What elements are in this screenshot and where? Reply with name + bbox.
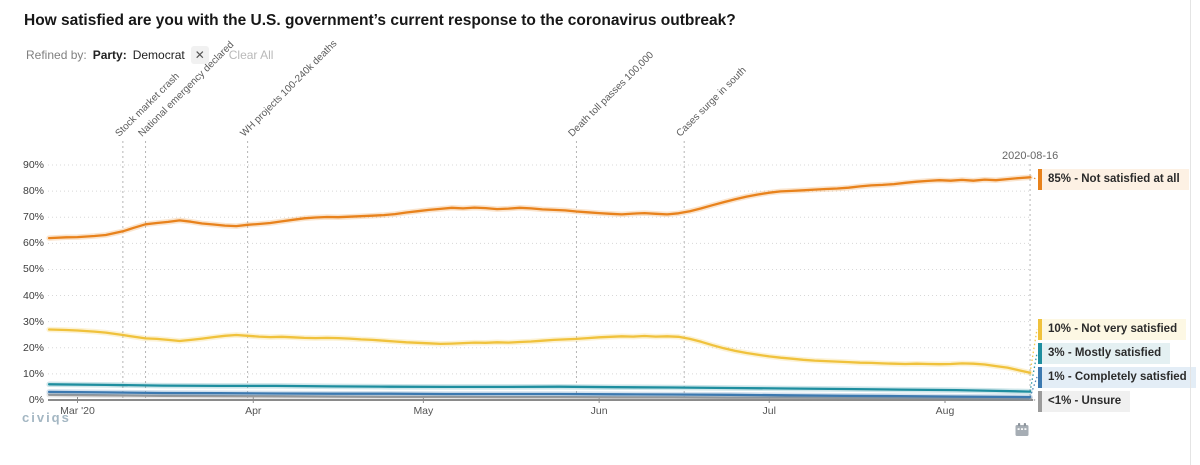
x-axis-tick: Aug: [935, 405, 955, 417]
x-axis-tick: Jul: [762, 405, 776, 417]
y-axis-tick: 60%: [22, 237, 44, 250]
page-title: How satisfied are you with the U.S. gove…: [24, 12, 736, 29]
x-axis-tick: May: [413, 405, 434, 417]
remove-filter-icon[interactable]: ✕: [190, 46, 209, 64]
clear-all-button[interactable]: Clear All: [228, 48, 274, 62]
refined-by-label: Refined by:: [26, 48, 87, 62]
filter-chip-category: Party:: [92, 48, 127, 62]
x-axis-tick: Mar '20: [60, 405, 95, 417]
x-axis-tick: Apr: [245, 405, 262, 417]
legend-chip: 10% - Not very satisfied: [1038, 319, 1187, 340]
page-edge-divider: [1190, 0, 1191, 465]
filter-chip-value: Democrat: [132, 48, 185, 62]
y-axis-tick: 70%: [22, 211, 44, 224]
calendar-icon-glyph: [1015, 423, 1029, 436]
y-axis-tick: 10%: [22, 367, 44, 380]
y-axis-tick: 20%: [22, 341, 44, 354]
y-axis-tick: 30%: [22, 315, 44, 328]
legend-chip: 1% - Completely satisfied: [1038, 367, 1196, 388]
refine-bar: Refined by: Party: Democrat ✕ Clear All: [26, 46, 273, 64]
x-axis-tick: Jun: [590, 405, 608, 417]
y-axis-tick: 0%: [28, 394, 44, 406]
y-axis-tick: 90%: [22, 159, 44, 171]
y-axis-tick: 80%: [22, 185, 44, 198]
legend-chip: <1% - Unsure: [1038, 391, 1131, 412]
filter-chip-party-democrat: Party: Democrat ✕: [93, 46, 209, 64]
y-axis-tick: 50%: [22, 263, 44, 276]
y-axis-tick: 40%: [22, 289, 44, 302]
legend-chip: 3% - Mostly satisfied: [1038, 343, 1171, 364]
legend-chip: 85% - Not satisfied at all: [1038, 169, 1189, 190]
civiqs-logo[interactable]: civiqs: [22, 410, 71, 425]
end-date-label: 2020-08-16: [1002, 150, 1059, 162]
calendar-icon[interactable]: [1013, 421, 1031, 444]
